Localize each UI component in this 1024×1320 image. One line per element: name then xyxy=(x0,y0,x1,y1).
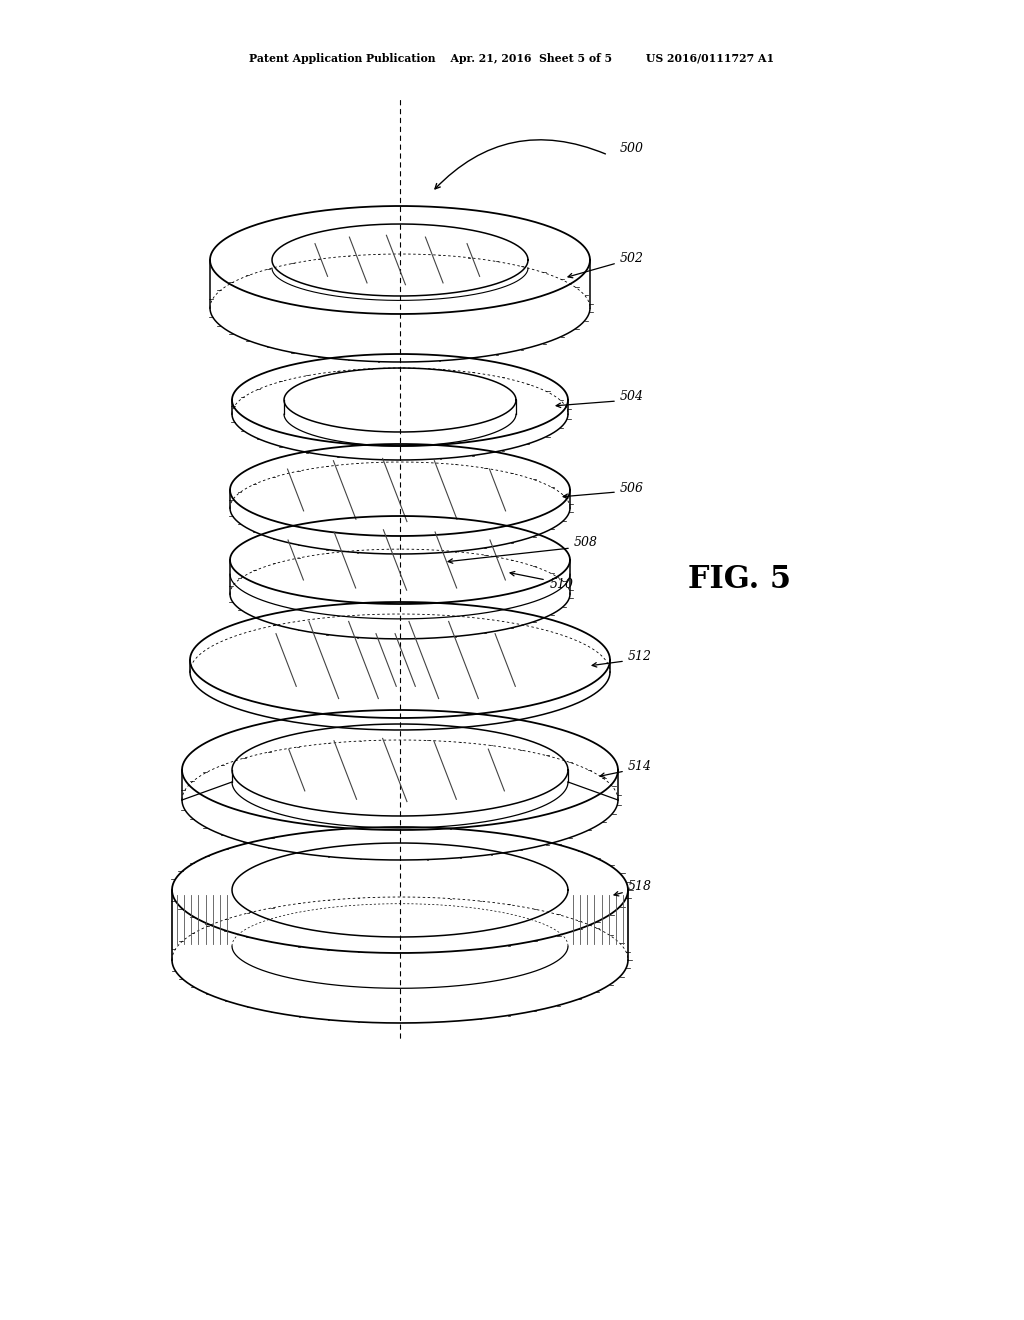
Text: 506: 506 xyxy=(620,482,644,495)
Text: FIG. 5: FIG. 5 xyxy=(688,565,792,595)
Text: Patent Application Publication    Apr. 21, 2016  Sheet 5 of 5         US 2016/01: Patent Application Publication Apr. 21, … xyxy=(250,53,774,63)
Text: 504: 504 xyxy=(620,391,644,404)
Text: 500: 500 xyxy=(620,141,644,154)
Text: 518: 518 xyxy=(628,880,652,894)
Text: 510: 510 xyxy=(550,578,574,591)
Text: 508: 508 xyxy=(574,536,598,549)
Text: 512: 512 xyxy=(628,651,652,664)
Text: 502: 502 xyxy=(620,252,644,264)
Text: 514: 514 xyxy=(628,760,652,774)
